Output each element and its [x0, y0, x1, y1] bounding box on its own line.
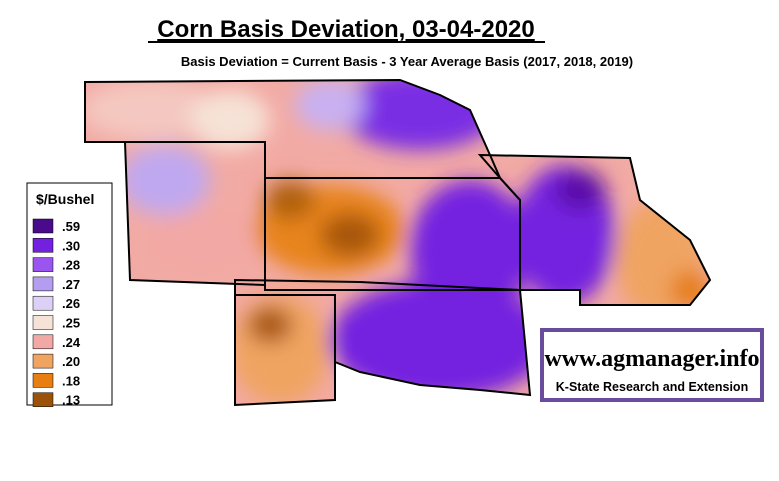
logo-org: K-State Research and Extension: [556, 380, 748, 394]
logo-url: www.agmanager.info: [544, 346, 759, 372]
legend-swatch: [32, 257, 54, 272]
legend-label: .25: [62, 316, 80, 331]
legend-label: .24: [62, 335, 81, 350]
legend-swatch: [32, 238, 54, 253]
legend-swatch: [32, 334, 54, 350]
legend-swatch: [32, 276, 54, 292]
legend-box: [26, 182, 113, 406]
legend-label: .18: [62, 373, 80, 388]
legend-label: .26: [62, 296, 80, 311]
legend-label: .30: [62, 238, 80, 253]
legend-swatch: [32, 353, 54, 369]
legend-swatch: [32, 218, 54, 234]
legend-label: .20: [62, 354, 80, 369]
state-borders: [84, 78, 712, 407]
legend-swatch: [32, 392, 54, 407]
logo-box: [540, 328, 764, 402]
legend-swatch: [32, 373, 54, 388]
legend-label: .59: [62, 219, 80, 234]
legend-items: .59 .30 .28 .27 .26 .25 .24 .20 .18 .13: [32, 218, 81, 408]
subtitle: Basis Deviation = Current Basis - 3 Year…: [181, 54, 633, 69]
legend-label: .13: [62, 393, 80, 408]
legend-title: $/Bushel: [36, 191, 94, 207]
title: Corn Basis Deviation, 03-04-2020: [157, 16, 535, 43]
legend-label: .28: [62, 258, 80, 273]
legend-label: .27: [62, 277, 80, 292]
legend-swatch: [32, 315, 54, 330]
legend-swatch: [32, 295, 54, 311]
